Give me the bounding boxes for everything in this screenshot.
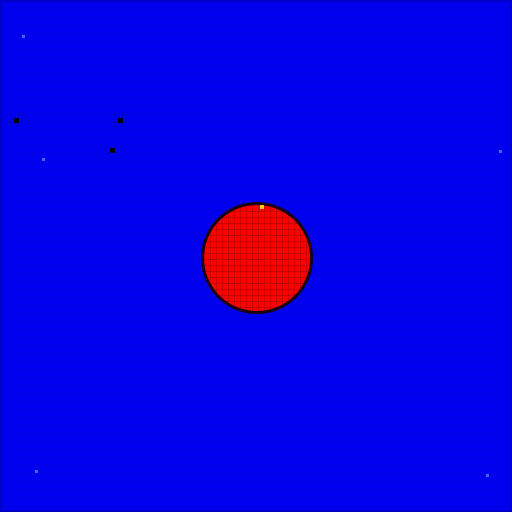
dark-pixel-mark (118, 118, 123, 123)
ball-highlight (260, 205, 264, 209)
background-speck (35, 470, 38, 473)
background-speck (42, 158, 45, 161)
dark-pixel-mark (14, 118, 19, 123)
background-speck (499, 150, 502, 153)
background-speck (22, 35, 25, 38)
red-ball[interactable] (201, 202, 313, 314)
dark-pixel-mark (110, 148, 115, 153)
background-speck (486, 474, 489, 477)
